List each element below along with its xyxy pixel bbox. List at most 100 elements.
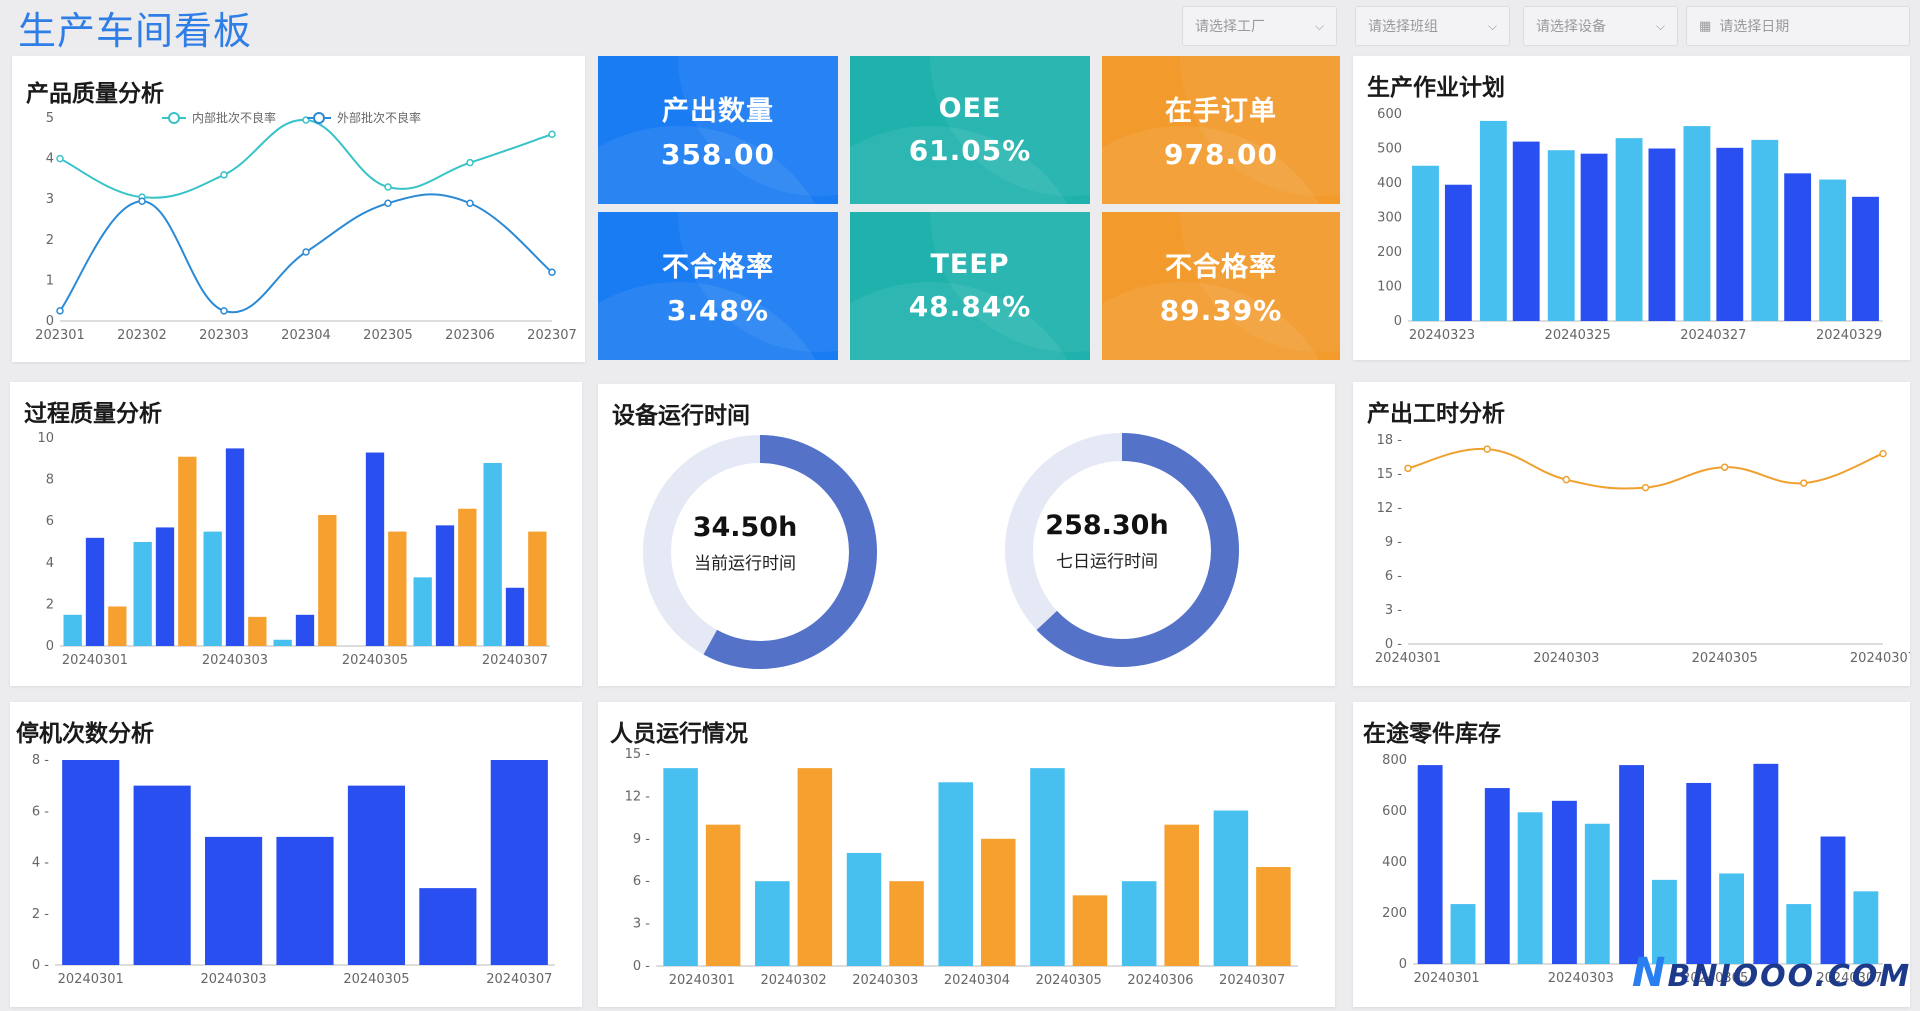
chevron-down-icon: ⌵ <box>1314 18 1324 33</box>
bar <box>225 448 245 646</box>
y-tick-label: 18 - <box>1377 433 1403 448</box>
y-tick-label: 4 - <box>32 856 49 871</box>
data-point <box>1879 449 1887 458</box>
x-tick-label: 20240301 <box>669 973 735 988</box>
x-tick-label: 20240307 <box>1850 651 1910 666</box>
x-tick-label: 202303 <box>199 328 249 343</box>
y-tick-label: 0 - <box>633 959 650 974</box>
x-tick-label: 20240325 <box>1545 328 1611 343</box>
panel-title: 生产作业计划 <box>1367 75 1505 101</box>
downtime-chart: 0 - 2 - 4 - 6 - 8 - 20240301 20240303 20240305 2… <box>32 753 555 987</box>
chevron-down-icon: ⌵ <box>1655 18 1665 33</box>
kpi-value: 978.00 <box>1163 138 1279 171</box>
equipment-select[interactable]: 请选择设备 ⌵ <box>1523 6 1678 46</box>
bar <box>133 785 191 965</box>
bar <box>1615 138 1643 321</box>
y-tick-label: 15 - <box>1377 467 1403 482</box>
y-tick-label: 2 <box>46 233 54 248</box>
process-quality-chart: 0 2 4 6 8 10 20240301 20240303 20240305 20240307 <box>37 431 550 668</box>
bar <box>1853 891 1879 964</box>
bar <box>1786 904 1812 964</box>
bar <box>413 577 432 646</box>
kpi-label: OEE <box>938 93 1002 124</box>
x-tick-label: 202305 <box>363 328 413 343</box>
equipment-runtime-panel: 设备运行时间 34.50h 当前运行时间 258.30h 七日运行时间 <box>598 384 1335 686</box>
y-tick-label: 8 - <box>32 753 49 768</box>
series-line <box>59 119 553 199</box>
team-select[interactable]: 请选择班组 ⌵ <box>1355 6 1510 46</box>
y-tick-label: 10 <box>37 431 54 446</box>
current-runtime-value: 34.50h <box>692 512 798 543</box>
legend-marker <box>168 112 180 124</box>
data-point <box>548 268 556 277</box>
kpi-open-orders: 在手订单 978.00 <box>1102 56 1340 204</box>
panel-title: 在途零件库存 <box>1363 721 1501 747</box>
team-select-placeholder: 请选择班组 <box>1368 19 1438 35</box>
x-tick-label: 20240303 <box>1533 651 1599 666</box>
panel-title: 产出工时分析 <box>1367 401 1505 427</box>
bar <box>797 768 833 966</box>
bar <box>1619 765 1644 964</box>
x-tick-label: 20240305 <box>1692 651 1758 666</box>
bar <box>108 606 127 646</box>
equipment-select-placeholder: 请选择设备 <box>1536 19 1606 35</box>
y-tick-label: 15 - <box>625 747 651 762</box>
output-hours-chart: 0 - 3 - 6 - 9 - 12 - 15 - 18 - 20240301 20240303… <box>1375 433 1910 666</box>
bar <box>273 639 292 646</box>
panel-title: 产品质量分析 <box>26 81 164 107</box>
x-tick-label: 20240302 <box>760 973 826 988</box>
bar <box>1551 800 1577 964</box>
factory-select[interactable]: 请选择工厂 ⌵ <box>1182 6 1337 46</box>
data-point <box>138 197 146 205</box>
y-tick-label: 6 - <box>1385 569 1402 584</box>
data-point <box>220 171 228 179</box>
y-tick-label: 0 <box>1394 314 1402 329</box>
x-tick-label: 20240303 <box>202 653 268 668</box>
date-picker[interactable]: ▦ 请选择日期 <box>1686 6 1910 46</box>
product-quality-chart: 0 1 2 3 4 5 202301 202302 202303 202304 202305 2023… <box>35 110 577 343</box>
bar <box>483 462 502 646</box>
bar <box>1512 141 1540 321</box>
x-tick-label: 20240301 <box>62 653 128 668</box>
data-point <box>56 154 64 163</box>
week-runtime-value: 258.30h <box>1045 510 1169 541</box>
kpi-oee: OEE 61.05% <box>850 56 1090 204</box>
bar <box>1030 768 1065 966</box>
bar <box>295 614 315 646</box>
y-tick-label: 9 - <box>1385 535 1402 550</box>
x-tick-label: 20240303 <box>1548 971 1614 986</box>
x-tick-label: 20240301 <box>58 972 124 987</box>
bar <box>1819 179 1847 321</box>
bar <box>155 527 175 646</box>
data-point <box>1641 483 1650 492</box>
x-tick-label: 20240306 <box>1127 973 1193 988</box>
inventory-chart: 0 200 400 600 800 20240301 20240303 20240305 202… <box>1382 753 1883 986</box>
y-tick-label: 500 <box>1377 142 1402 157</box>
bar <box>1444 184 1472 321</box>
y-tick-label: 12 - <box>1377 501 1403 516</box>
y-tick-label: 0 - <box>32 958 49 973</box>
bar <box>528 531 547 646</box>
bar <box>1256 867 1291 966</box>
series-line <box>1407 447 1884 490</box>
y-tick-label: 6 - <box>633 874 650 889</box>
downtime-panel: 停机次数分析 0 - 2 - 4 - 6 - 8 - 20240301 20240303 20… <box>10 702 582 1007</box>
bar <box>1648 148 1676 321</box>
kpi-label: 不合格率 <box>662 252 774 283</box>
bar <box>1450 904 1476 964</box>
bar <box>1479 120 1507 322</box>
bar <box>889 881 924 966</box>
bar <box>1716 147 1744 321</box>
y-tick-label: 6 - <box>32 804 49 819</box>
bar <box>1121 881 1157 966</box>
data-point <box>1562 475 1571 484</box>
production-plan-chart: 0 100 200 300 400 500 600 20240323 20240325 20240… <box>1377 107 1883 343</box>
bar <box>1213 810 1249 966</box>
kpi-value: 89.39% <box>1159 294 1283 327</box>
bar <box>1072 895 1108 966</box>
x-tick-label: 202306 <box>445 328 495 343</box>
inventory-panel: 在途零件库存 0 200 400 600 800 20240301 20240303 2024… <box>1353 702 1910 1007</box>
y-tick-label: 300 <box>1377 211 1402 226</box>
bar <box>85 537 105 646</box>
y-tick-label: 200 <box>1382 906 1407 921</box>
